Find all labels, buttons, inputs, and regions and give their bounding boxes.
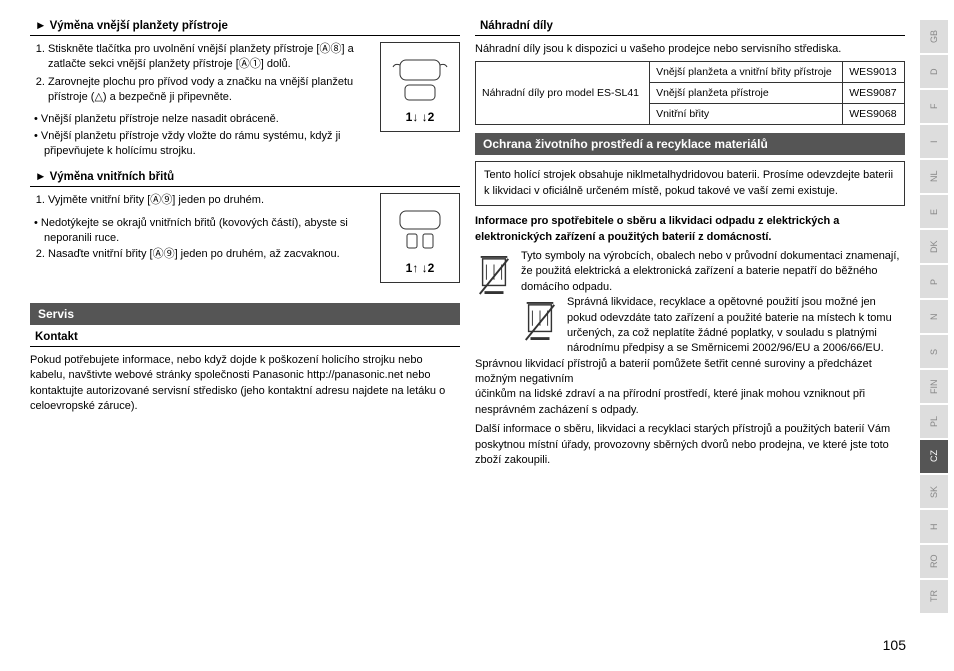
info-title: Informace pro spotřebitele o sběru a lik… (475, 214, 905, 245)
table-r1c2: Vnější planžeta a vnitřní břity přístroj… (650, 62, 843, 83)
table-model: Náhradní díly pro model ES-SL41 (476, 62, 650, 125)
lang-tab-fin[interactable]: FIN (920, 370, 948, 403)
figure-2: 1↑ ↓2 (380, 193, 460, 283)
lang-tab-i[interactable]: I (920, 125, 948, 158)
env-p3: Správnou likvidací přístrojů a baterií p… (475, 358, 872, 385)
lang-tab-sk[interactable]: SK (920, 475, 948, 508)
parts-table: Náhradní díly pro model ES-SL41 Vnější p… (475, 61, 905, 125)
kontakt-text: Pokud potřebujete informace, nebo když d… (30, 353, 460, 415)
lang-tab-p[interactable]: P (920, 265, 948, 298)
spare-parts-text: Náhradní díly jsou k dispozici u vašeho … (475, 42, 905, 57)
table-r3c2: Vnitřní břity (650, 104, 843, 125)
lang-tab-s[interactable]: S (920, 335, 948, 368)
weee-icon-2 (521, 297, 559, 345)
lang-tab-n[interactable]: N (920, 300, 948, 333)
env-p2: Správná likvidace, recyklace a opětovné … (567, 296, 892, 354)
fig1-label: 1↓ ↓2 (406, 110, 435, 124)
lang-tab-d[interactable]: D (920, 55, 948, 88)
figure-1: 1↓ ↓2 (380, 42, 460, 132)
table-r1c3: WES9013 (843, 62, 905, 83)
heading-outer-foil: Výměna vnější planžety přístroje (30, 20, 460, 36)
lang-tab-e[interactable]: E (920, 195, 948, 228)
env-p5: Další informace o sběru, likvidaci a rec… (475, 422, 905, 468)
lang-tab-cz[interactable]: CZ (920, 440, 948, 473)
fig2-label: 1↑ ↓2 (406, 261, 435, 275)
s1-note2: Vnější planžetu přístroje vždy vložte do… (30, 129, 460, 159)
weee-icon-1 (475, 251, 513, 299)
environment-heading: Ochrana životního prostředí a recyklace … (475, 133, 905, 155)
table-r2c2: Vnější planžeta přístroje (650, 83, 843, 104)
lang-tab-pl[interactable]: PL (920, 405, 948, 438)
battery-box: Tento holící strojek obsahuje niklmetalh… (475, 161, 905, 206)
lang-tab-tr[interactable]: TR (920, 580, 948, 613)
kontakt-heading: Kontakt (30, 331, 460, 347)
servis-heading: Servis (30, 303, 460, 325)
lang-tab-h[interactable]: H (920, 510, 948, 543)
lang-tab-nl[interactable]: NL (920, 160, 948, 193)
lang-tab-f[interactable]: F (920, 90, 948, 123)
lang-tab-gb[interactable]: GB (920, 20, 948, 53)
table-r3c3: WES9068 (843, 104, 905, 125)
heading-inner-blades: Výměna vnitřních břitů (30, 171, 460, 187)
lang-tab-dk[interactable]: DK (920, 230, 948, 263)
page-number: 105 (883, 637, 906, 653)
table-r2c3: WES9087 (843, 83, 905, 104)
spare-parts-heading: Náhradní díly (475, 20, 905, 36)
env-p1: Tyto symboly na výrobcích, obalech nebo … (521, 250, 900, 293)
lang-tab-ro[interactable]: RO (920, 545, 948, 578)
env-p4: účinkům na lidské zdraví a na přírodní p… (475, 387, 905, 418)
language-tabs: GBDFINLEDKPNSFINPLCZSKHROTR (920, 20, 948, 613)
